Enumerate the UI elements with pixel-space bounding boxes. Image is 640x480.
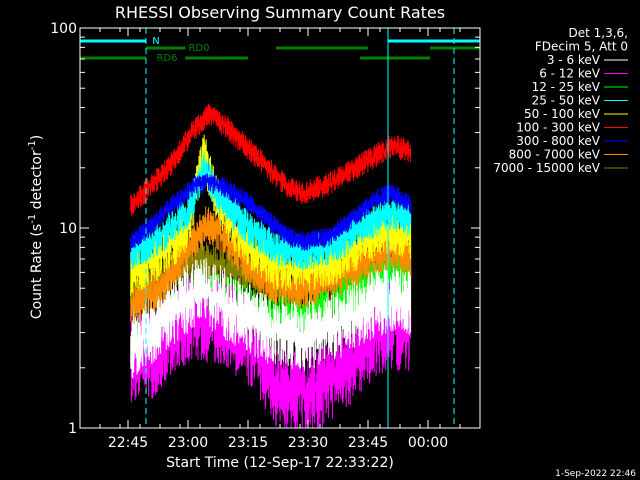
flag-n-label: N [152, 36, 159, 47]
ticks: 22:45 23:00 23:15 23:30 23:45 00:00 1 10 100 [50, 21, 481, 451]
y-tick-label-2: 100 [50, 21, 77, 37]
x-tick-label-0: 22:45 [108, 435, 148, 451]
flag-rd6-label: RD6 [156, 53, 177, 64]
legend-label-6: 300 - 800 keV [516, 134, 600, 148]
y-tick-label-0: 1 [68, 421, 77, 437]
y-axis-label-main: Count Rate (s [29, 224, 45, 319]
series-100to300kev [130, 103, 412, 216]
y-axis-label-mid: detector [29, 150, 45, 214]
x-tick-label-1: 23:00 [168, 435, 208, 451]
x-axis-label: Start Time (12-Sep-17 22:33:22) [166, 455, 394, 471]
y-axis-label-sup2: -1 [27, 140, 38, 150]
y-tick-label-1: 10 [59, 221, 77, 237]
y-axis-label-sup1: -1 [27, 214, 38, 224]
series-group [130, 103, 412, 428]
legend-label-1: 6 - 12 keV [539, 67, 601, 81]
y-axis-label: Count Rate (s-1 detector-1) [27, 135, 45, 319]
legend-header-0: Det 1,3,6, [569, 26, 629, 40]
y-axis-label-end: ) [29, 135, 45, 140]
x-tick-label-5: 00:00 [408, 435, 448, 451]
footer-timestamp: 1-Sep-2022 22:46 [555, 469, 636, 479]
legend-label-7: 800 - 7000 keV [509, 148, 601, 162]
flag-rd0-label: RD0 [188, 43, 209, 54]
x-tick-label-3: 23:30 [288, 435, 328, 451]
series-3to6kev [130, 258, 412, 379]
flag-bars: N RD0 RD6 [80, 36, 480, 64]
legend-label-8: 7000 - 15000 keV [493, 161, 600, 175]
legend-header-1: FDecim 5, Att 0 [535, 40, 628, 54]
legend-label-3: 25 - 50 keV [532, 94, 601, 108]
x-tick-label-4: 23:45 [348, 435, 388, 451]
legend-label-2: 12 - 25 keV [532, 80, 601, 94]
legend-label-4: 50 - 100 keV [524, 107, 601, 121]
legend-label-5: 100 - 300 keV [516, 121, 600, 135]
legend-label-0: 3 - 6 keV [547, 53, 601, 67]
series-300to800kev [130, 173, 412, 252]
chart-title: RHESSI Observing Summary Count Rates [115, 3, 445, 22]
x-tick-label-2: 23:15 [228, 435, 268, 451]
